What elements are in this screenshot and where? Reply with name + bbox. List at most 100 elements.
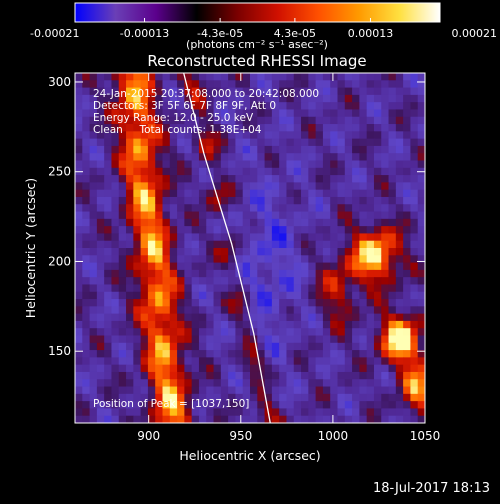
heatmap-cell — [191, 415, 200, 423]
heatmap-cell — [395, 255, 404, 263]
heatmap-cell — [191, 153, 200, 161]
heatmap-cell — [315, 342, 324, 351]
y-tick-label: 250 — [48, 165, 71, 179]
heatmap-cell — [155, 175, 163, 183]
x-axis-label: Heliocentric X (arcsec) — [179, 448, 320, 463]
heatmap-cell — [126, 94, 134, 103]
heatmap-cell — [403, 204, 411, 212]
heatmap-cell — [286, 233, 295, 242]
heatmap-cell — [213, 386, 222, 395]
heatmap-cell — [126, 335, 134, 344]
heatmap-cell — [89, 226, 98, 234]
heatmap-cell — [96, 342, 105, 351]
heatmap-cell — [191, 255, 200, 263]
heatmap-cell — [104, 233, 112, 242]
heatmap-cell — [118, 328, 127, 336]
heatmap-cell — [308, 204, 317, 212]
heatmap-cell — [89, 320, 98, 329]
heatmap-cell — [293, 73, 302, 81]
heatmap-cell — [417, 393, 425, 402]
heatmap-cell — [82, 277, 90, 285]
heatmap-cell — [330, 262, 338, 271]
heatmap-cell — [96, 87, 105, 96]
heatmap-cell — [322, 364, 331, 373]
heatmap-cell — [147, 262, 156, 271]
heatmap-cell — [111, 408, 120, 417]
heatmap-cell — [395, 73, 404, 81]
heatmap-cell — [395, 284, 404, 293]
heatmap-cell — [286, 401, 295, 409]
heatmap-cell — [82, 131, 90, 140]
heatmap-cell — [250, 335, 258, 344]
heatmap-cell — [250, 218, 258, 227]
heatmap-cell — [133, 335, 142, 344]
heatmap-cell — [293, 371, 302, 380]
heatmap-cell — [220, 320, 229, 329]
heatmap-cell — [373, 145, 382, 154]
heatmap-cell — [293, 145, 302, 154]
heatmap-cell — [344, 145, 353, 154]
heatmap-cell — [286, 116, 295, 125]
heatmap-cell — [126, 153, 134, 161]
heatmap-cell — [322, 320, 331, 329]
heatmap-cell — [410, 277, 419, 285]
heatmap-cell — [308, 277, 317, 285]
heatmap-cell — [337, 371, 346, 380]
heatmap-cell — [315, 218, 324, 227]
heatmap-cell — [388, 138, 397, 147]
heatmap-cells — [75, 73, 425, 423]
heatmap-cell — [191, 328, 200, 336]
heatmap-cell — [162, 189, 171, 198]
heatmap-cell — [220, 204, 229, 212]
heatmap-cell — [359, 182, 368, 191]
heatmap-cell — [133, 196, 142, 205]
heatmap-cell — [126, 240, 134, 249]
heatmap-cell — [184, 313, 193, 322]
heatmap-cell — [403, 145, 411, 154]
heatmap-cell — [271, 153, 280, 161]
heatmap-cell — [169, 291, 178, 300]
colorbar-gradient — [74, 2, 441, 23]
heatmap-cell — [75, 211, 83, 220]
heatmap-cell — [293, 94, 302, 103]
heatmap-cell — [395, 189, 404, 198]
heatmap-cell — [133, 299, 142, 307]
heatmap-cell — [352, 211, 360, 220]
heatmap-cell — [403, 153, 411, 161]
heatmap-cell — [337, 87, 346, 96]
heatmap-cell — [322, 167, 331, 176]
heatmap-cell — [96, 291, 105, 300]
heatmap-cell — [169, 364, 178, 373]
heatmap-cell — [286, 175, 295, 183]
heatmap-cell — [184, 80, 193, 88]
heatmap-cell — [118, 175, 127, 183]
heatmap-cell — [381, 401, 389, 409]
heatmap-cell — [264, 320, 273, 329]
heatmap-cell — [344, 102, 353, 110]
heatmap-cell — [337, 248, 346, 256]
heatmap-cell — [75, 269, 83, 278]
heatmap-cell — [352, 94, 360, 103]
heatmap-cell — [271, 350, 280, 358]
heatmap-cell — [228, 138, 236, 147]
heatmap-cell — [403, 131, 411, 140]
heatmap-cell — [337, 189, 346, 198]
heatmap-cell — [395, 226, 404, 234]
heatmap-cell — [271, 87, 280, 96]
heatmap-cell — [315, 124, 324, 132]
heatmap-cell — [257, 393, 265, 402]
heatmap-cell — [198, 138, 207, 147]
heatmap-cell — [191, 320, 200, 329]
heatmap-cell — [118, 145, 127, 154]
heatmap-cell — [184, 306, 193, 315]
heatmap-cell — [330, 124, 338, 132]
heatmap-cell — [286, 313, 295, 322]
heatmap-cell — [96, 211, 105, 220]
heatmap-cell — [301, 131, 309, 140]
heatmap-cell — [118, 291, 127, 300]
heatmap-cell — [359, 211, 368, 220]
heatmap-cell — [315, 269, 324, 278]
heatmap-cell — [293, 226, 302, 234]
heatmap-cell — [104, 145, 112, 154]
heatmap-cell — [191, 371, 200, 380]
